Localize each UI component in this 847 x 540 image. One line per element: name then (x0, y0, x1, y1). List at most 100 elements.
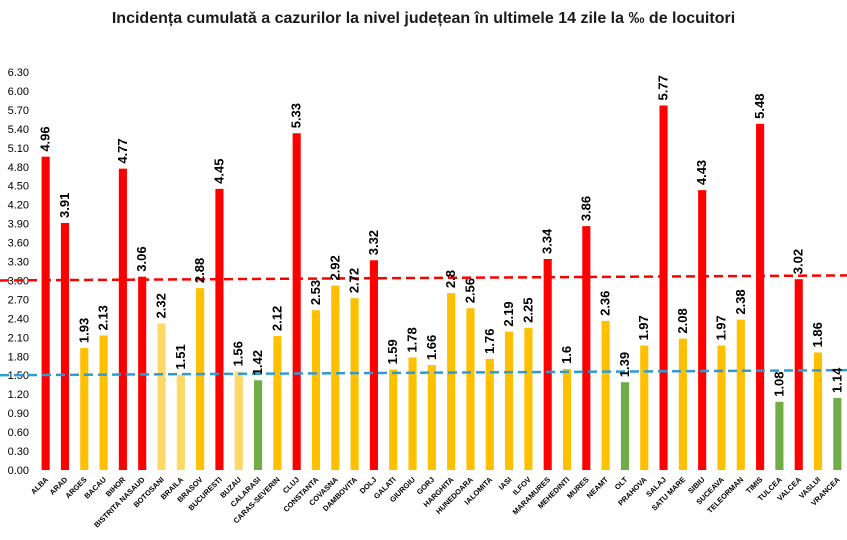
bar (369, 260, 378, 470)
bar (157, 323, 166, 470)
data-label: 2.19 (501, 301, 516, 326)
y-axis: 0.000.300.600.901.201.501.802.102.402.70… (8, 67, 29, 477)
data-label: 3.91 (57, 193, 72, 218)
bar (833, 397, 842, 470)
data-labels-group: 4.96 3.91 1.93 2.13 4.77 3.06 2.32 1.51 2.88 4.45… (38, 75, 845, 397)
y-tick-label: 5.10 (8, 143, 29, 155)
data-label: 2.12 (269, 306, 284, 331)
bar (794, 279, 803, 470)
bar (41, 156, 50, 470)
bar (562, 368, 572, 470)
category-label: NEAMT (585, 475, 611, 501)
data-label: 1.78 (405, 327, 420, 352)
bar (408, 357, 417, 470)
bar (350, 298, 359, 470)
data-label: 5.77 (656, 75, 671, 100)
data-label: 4.77 (115, 138, 130, 163)
data-label: 3.34 (540, 228, 555, 254)
data-label: 1.42 (250, 350, 265, 375)
data-label: 5.33 (289, 103, 304, 128)
bar (273, 336, 282, 470)
bar (543, 258, 552, 470)
data-label: 1.97 (713, 315, 728, 340)
data-label: 1.08 (771, 371, 786, 396)
bar (505, 331, 514, 470)
bar (736, 319, 745, 470)
data-label: 1.56 (231, 341, 246, 366)
y-tick-label: 3.30 (8, 257, 29, 269)
bar (659, 105, 668, 470)
data-label: 1.93 (76, 318, 91, 343)
bar (447, 293, 456, 470)
data-label: 2.13 (96, 305, 111, 330)
y-tick-label: 5.70 (8, 105, 29, 117)
data-label: 2.53 (308, 280, 323, 305)
bar (620, 382, 629, 470)
bar (582, 226, 591, 470)
data-label: 2.08 (675, 308, 690, 333)
data-label: 2.32 (154, 293, 169, 318)
data-label: 1.66 (424, 335, 439, 360)
data-label: 4.45 (211, 159, 226, 184)
bar (775, 401, 784, 470)
y-tick-label: 2.70 (8, 294, 29, 306)
bar (813, 352, 823, 470)
bar (717, 345, 726, 470)
y-tick-label: 5.40 (8, 124, 29, 136)
data-label: 2.92 (327, 255, 342, 280)
reference-lines (0, 274, 847, 377)
reference-line (0, 368, 847, 377)
y-tick-label: 0.60 (8, 427, 29, 439)
bar (311, 310, 321, 470)
bar (466, 308, 475, 470)
data-label: 2.25 (520, 298, 535, 323)
bar (756, 123, 765, 471)
category-label: ALBA (29, 475, 51, 497)
bar (601, 320, 610, 470)
data-label: 1.86 (810, 322, 825, 347)
data-label: 2.38 (733, 289, 748, 314)
y-tick-label: 1.20 (8, 389, 29, 401)
reference-line (0, 274, 847, 282)
data-label: 2.36 (598, 291, 613, 316)
category-label: BACAU (82, 475, 108, 501)
y-tick-label: 4.80 (8, 162, 29, 174)
y-tick-label: 2.40 (8, 313, 29, 325)
bar (524, 327, 533, 470)
data-label: 3.02 (791, 249, 806, 274)
y-tick-label: 0.30 (8, 446, 29, 458)
y-tick-label: 6.30 (8, 67, 29, 79)
bar (80, 348, 89, 470)
bar (99, 335, 108, 470)
bar (485, 358, 494, 470)
data-label: 1.97 (636, 315, 651, 340)
bar (678, 338, 687, 470)
data-label: 1.76 (482, 329, 497, 354)
data-label: 5.48 (752, 93, 767, 118)
bars-group (41, 105, 842, 471)
bar (640, 345, 649, 470)
y-tick-label: 4.50 (8, 181, 29, 193)
bar (331, 285, 340, 470)
bar (389, 369, 398, 470)
data-label: 1.59 (385, 339, 400, 364)
bar (427, 365, 436, 470)
chart-title: Incidența cumulată a cazurilor la nivel … (111, 10, 736, 27)
data-label: 2.72 (347, 268, 362, 293)
data-label: 2.56 (462, 278, 477, 303)
data-label: 2.8 (443, 270, 458, 288)
y-tick-label: 0.90 (8, 408, 29, 420)
data-label: 1.51 (173, 344, 188, 369)
data-label: 3.86 (578, 196, 593, 221)
data-label: 1.14 (829, 367, 844, 393)
y-tick-label: 3.60 (8, 238, 29, 250)
bar (234, 371, 243, 470)
data-label: 3.32 (366, 230, 381, 255)
bar (698, 190, 707, 470)
data-label: 1.6 (559, 346, 574, 364)
bar (292, 133, 301, 470)
bar (118, 168, 127, 470)
data-label: 2.88 (192, 258, 207, 283)
